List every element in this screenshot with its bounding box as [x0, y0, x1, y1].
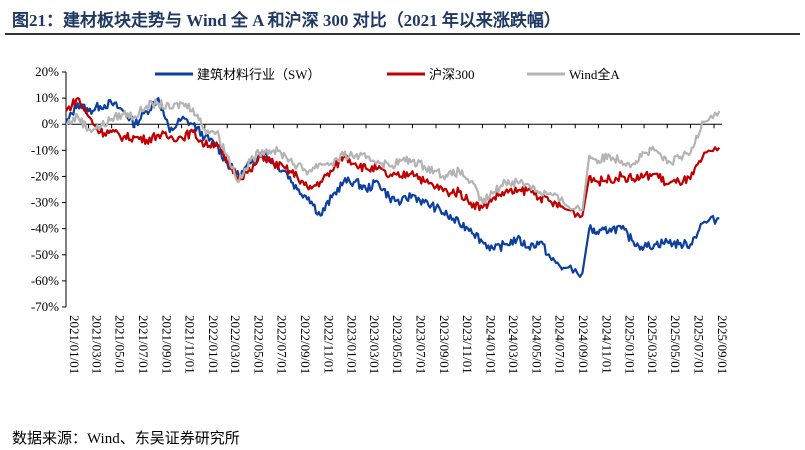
y-tick-label: -40%	[31, 221, 59, 236]
legend-label-2: Wind全A	[569, 67, 620, 82]
x-tick-label: 2025/09/01	[715, 315, 730, 374]
y-tick-label: -60%	[31, 273, 59, 288]
x-tick-label: 2023/03/01	[367, 315, 382, 374]
x-tick-label: 2022/05/01	[251, 315, 266, 374]
x-tick-label: 2022/09/01	[298, 315, 313, 374]
x-tick-label: 2023/11/01	[460, 315, 475, 374]
x-tick-label: 2023/01/01	[345, 315, 360, 374]
series-line-0	[64, 97, 720, 278]
x-tick-label: 2021/05/01	[113, 315, 128, 374]
x-tick-label: 2024/09/01	[576, 315, 591, 374]
x-tick-label: 2024/03/01	[506, 315, 521, 374]
y-tick-label: -10%	[31, 142, 59, 157]
y-tick-label: -70%	[31, 299, 59, 314]
x-tick-label: 2022/01/01	[206, 315, 221, 374]
x-tick-label: 2025/03/01	[645, 315, 660, 374]
x-tick-label: 2022/03/01	[228, 315, 243, 374]
x-tick-label: 2023/05/01	[390, 315, 405, 374]
x-tick-label: 2024/05/01	[529, 315, 544, 374]
figure-title: 图21：建材板块走势与 Wind 全 A 和沪深 300 对比（2021 年以来…	[12, 11, 561, 30]
x-tick-label: 2021/09/01	[159, 315, 174, 374]
x-tick-label: 2025/07/01	[691, 315, 706, 374]
x-tick-label: 2022/07/01	[275, 315, 290, 374]
y-tick-label: -20%	[31, 168, 59, 183]
x-tick-label: 2024/07/01	[553, 315, 568, 374]
series-line-2	[65, 98, 721, 212]
x-tick-label: 2025/01/01	[623, 315, 638, 374]
x-tick-label: 2024/11/01	[599, 315, 614, 374]
x-tick-label: 2022/11/01	[321, 315, 336, 374]
y-tick-label: -30%	[31, 195, 59, 210]
x-tick-label: 2021/03/01	[89, 315, 104, 374]
x-tick-label: 2021/01/01	[67, 315, 82, 374]
y-tick-label: 0%	[42, 116, 60, 131]
x-tick-label: 2021/07/01	[136, 315, 151, 374]
x-tick-label: 2021/11/01	[183, 315, 198, 374]
x-tick-label: 2023/07/01	[413, 315, 428, 374]
y-tick-label: 10%	[35, 90, 59, 105]
x-tick-label: 2025/05/01	[668, 315, 683, 374]
x-tick-label: 2024/01/01	[483, 315, 498, 374]
legend-label-0: 建筑材料行业（SW）	[197, 67, 321, 82]
series-line-1	[65, 97, 721, 219]
y-tick-label: 20%	[35, 64, 59, 79]
x-tick-label: 2023/09/01	[437, 315, 452, 374]
source-note: 数据来源：Wind、东吴证券研究所	[12, 431, 240, 447]
y-tick-label: -50%	[31, 247, 59, 262]
title-divider	[5, 33, 800, 35]
legend-label-1: 沪深300	[429, 67, 475, 82]
